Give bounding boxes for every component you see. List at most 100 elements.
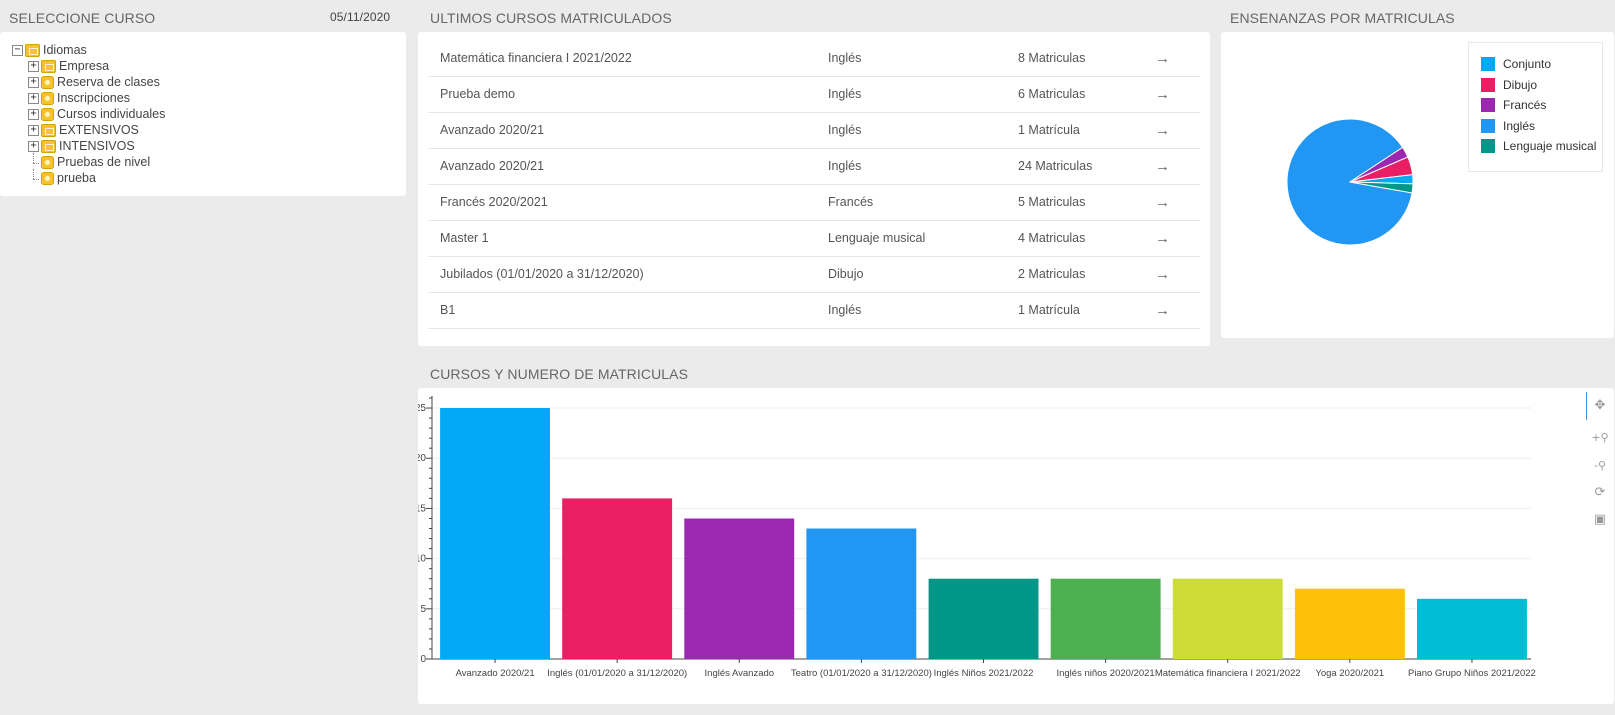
arrow-right-icon[interactable]: →: [1155, 158, 1170, 175]
tree-node[interactable]: + EXTENSIVOS: [28, 122, 165, 138]
bar[interactable]: [440, 408, 550, 659]
course-language: Lenguaje musical: [828, 231, 926, 245]
tree-node[interactable]: + INTENSIVOS: [28, 138, 165, 154]
legend-swatch: [1481, 77, 1495, 92]
x-tick-label: Matemática financiera I 2021/2022: [1155, 668, 1301, 679]
tree-root[interactable]: − Idiomas: [12, 42, 165, 58]
course-language: Dibujo: [828, 267, 864, 281]
legend-item[interactable]: Conjunto: [1481, 57, 1551, 71]
course-icon: [41, 107, 54, 121]
bar[interactable]: [1417, 598, 1527, 659]
course-icon: [41, 91, 54, 105]
legend-item[interactable]: Lenguaje musical: [1481, 139, 1596, 153]
x-tick-label: Inglés niños 2020/2021: [1056, 668, 1154, 679]
legend-swatch: [1481, 118, 1495, 133]
arrow-right-icon[interactable]: →: [1155, 86, 1170, 103]
legend-item[interactable]: Dibujo: [1481, 77, 1537, 92]
folder-icon: [41, 59, 56, 73]
tree-node[interactable]: prueba: [28, 168, 165, 186]
course-row[interactable]: Matemática financiera I 2021/2022 Inglés 8…: [428, 40, 1200, 77]
course-name: Jubilados (01/01/2020 a 31/12/2020): [440, 267, 644, 281]
expand-toggle-icon[interactable]: +: [28, 108, 39, 120]
expand-toggle-icon[interactable]: +: [28, 76, 39, 88]
course-row[interactable]: Avanzado 2020/21 Inglés 24 Matriculas →: [428, 148, 1200, 185]
tree-node-label[interactable]: Reserva de clases: [57, 75, 160, 89]
collapse-toggle-icon[interactable]: −: [12, 44, 23, 56]
x-tick-label: Yoga 2020/2021: [1315, 668, 1384, 679]
bar[interactable]: [1294, 588, 1405, 659]
tree-node-label[interactable]: Empresa: [59, 59, 110, 73]
tree-root-label[interactable]: Idiomas: [43, 43, 87, 57]
bar[interactable]: [928, 578, 1039, 659]
arrow-right-icon[interactable]: →: [1155, 302, 1170, 319]
x-tick-label: Inglés (01/01/2020 a 31/12/2020): [547, 668, 687, 679]
course-row[interactable]: Master 1 Lenguaje musical 4 Matriculas →: [428, 220, 1200, 257]
enrollment-count: 4 Matriculas: [1018, 231, 1086, 245]
course-name: Prueba demo: [440, 87, 516, 101]
x-tick-label: Teatro (01/01/2020 a 31/12/2020): [791, 668, 932, 679]
course-name: Master 1: [440, 231, 489, 245]
save-icon[interactable]: ▣: [1593, 512, 1607, 527]
zoom-in-icon[interactable]: +⚲: [1591, 431, 1609, 444]
tree-node-label[interactable]: Inscripciones: [57, 91, 130, 105]
y-tick-label: 10: [418, 554, 426, 565]
arrow-right-icon[interactable]: →: [1155, 122, 1170, 139]
enrollment-count: 8 Matriculas: [1018, 51, 1086, 65]
pie-slice[interactable]: [1349, 181, 1414, 194]
tree-node-label[interactable]: EXTENSIVOS: [59, 123, 139, 137]
legend-item[interactable]: Francés: [1481, 98, 1546, 112]
x-tick-label: Inglés Niños 2021/2022: [934, 668, 1034, 679]
x-tick-label: Avanzado 2020/21: [456, 668, 535, 679]
arrow-right-icon[interactable]: →: [1155, 266, 1170, 283]
legend-item[interactable]: Inglés: [1481, 118, 1535, 133]
current-date: 05/11/2020: [330, 10, 391, 24]
course-tree-card: − Idiomas + Empresa + Reserva de clases + Ins…: [0, 32, 406, 196]
bar[interactable]: [684, 518, 795, 660]
course-row[interactable]: B1 Inglés 1 Matrícula →: [428, 292, 1200, 329]
arrow-right-icon[interactable]: →: [1155, 230, 1170, 247]
pan-tool-icon[interactable]: ✥: [1594, 398, 1606, 413]
expand-toggle-icon[interactable]: +: [28, 60, 39, 72]
course-name: Francés 2020/2021: [440, 195, 548, 209]
course-name: B1: [440, 303, 456, 317]
arrow-right-icon[interactable]: →: [1155, 50, 1170, 67]
y-tick-label: 25: [418, 403, 426, 414]
tree-node-label[interactable]: INTENSIVOS: [59, 139, 135, 153]
tree-node[interactable]: + Cursos individuales: [28, 106, 165, 122]
course-name: Avanzado 2020/21: [440, 159, 545, 173]
zoom-out-icon[interactable]: -⚲: [1593, 459, 1607, 472]
arrow-right-icon[interactable]: →: [1155, 194, 1170, 211]
bar[interactable]: [806, 528, 917, 660]
tree-node[interactable]: + Inscripciones: [28, 90, 165, 106]
course-language: Inglés: [828, 87, 862, 101]
pie-chart: [1286, 118, 1414, 246]
course-tree: − Idiomas + Empresa + Reserva de clases + Ins…: [12, 42, 165, 186]
expand-toggle-icon[interactable]: +: [28, 92, 39, 104]
pie-slice[interactable]: [1286, 118, 1413, 246]
bar[interactable]: [562, 498, 673, 659]
course-row[interactable]: Jubilados (01/01/2020 a 31/12/2020) Dibuj…: [428, 256, 1200, 293]
legend-swatch: [1481, 139, 1495, 153]
course-row[interactable]: Avanzado 2020/21 Inglés 1 Matrícula →: [428, 112, 1200, 149]
tree-node[interactable]: Pruebas de nivel: [28, 152, 165, 170]
reset-icon[interactable]: ⟳: [1594, 485, 1606, 500]
tree-node-label[interactable]: Pruebas de nivel: [57, 155, 151, 169]
course-row[interactable]: Prueba demo Inglés 6 Matriculas →: [428, 76, 1200, 113]
tree-node[interactable]: + Empresa: [28, 58, 165, 74]
enrollment-count: 6 Matriculas: [1018, 87, 1086, 101]
courses-panel-title: ULTIMOS CURSOS MATRICULADOS: [430, 10, 672, 26]
bar[interactable]: [1172, 578, 1283, 659]
toolbar-active-indicator: [1586, 392, 1587, 420]
course-row[interactable]: Francés 2020/2021 Francés 5 Matriculas →: [428, 184, 1200, 221]
expand-toggle-icon[interactable]: +: [28, 140, 39, 152]
chart-toolbar: ✥ +⚲ -⚲ ⟳ ▣: [1586, 388, 1614, 528]
tree-node-label[interactable]: Cursos individuales: [57, 107, 166, 121]
course-language: Francés: [828, 195, 874, 209]
tree-node-label[interactable]: prueba: [57, 171, 96, 185]
bar[interactable]: [1050, 578, 1161, 659]
expand-toggle-icon[interactable]: +: [28, 124, 39, 136]
enrollment-count: 1 Matrícula: [1018, 303, 1080, 317]
tree-node[interactable]: + Reserva de clases: [28, 74, 165, 90]
course-icon: [41, 75, 54, 89]
recent-courses-card: Matemática financiera I 2021/2022 Inglés 8…: [418, 32, 1210, 346]
